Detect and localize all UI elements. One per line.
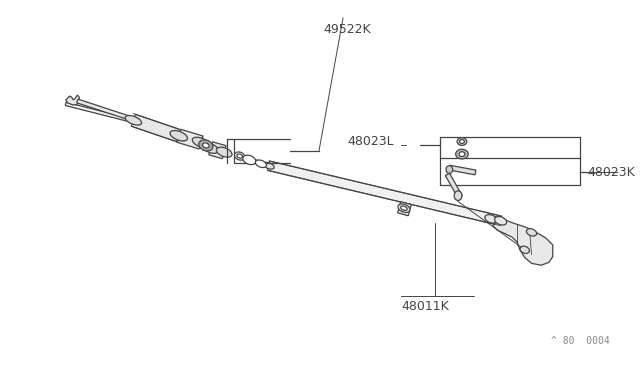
Ellipse shape (216, 147, 232, 157)
Polygon shape (449, 165, 476, 175)
Polygon shape (268, 161, 502, 225)
Ellipse shape (398, 204, 410, 212)
Ellipse shape (203, 143, 218, 153)
Ellipse shape (255, 160, 266, 167)
Text: 49522K: 49522K (324, 23, 371, 36)
Ellipse shape (234, 152, 245, 160)
Ellipse shape (125, 116, 141, 125)
Ellipse shape (459, 152, 465, 157)
Ellipse shape (401, 206, 407, 211)
Ellipse shape (456, 149, 468, 159)
Ellipse shape (170, 131, 188, 141)
Polygon shape (445, 173, 462, 198)
Ellipse shape (457, 138, 467, 145)
Polygon shape (209, 142, 226, 159)
Polygon shape (66, 95, 79, 105)
Ellipse shape (446, 166, 452, 173)
Ellipse shape (203, 143, 209, 148)
Ellipse shape (243, 155, 256, 165)
Ellipse shape (263, 162, 274, 169)
Ellipse shape (192, 137, 210, 148)
Text: 48023K: 48023K (588, 166, 636, 179)
Polygon shape (77, 99, 134, 121)
Ellipse shape (237, 154, 243, 158)
Ellipse shape (199, 140, 213, 151)
Text: 48023L: 48023L (348, 135, 394, 148)
Polygon shape (131, 114, 181, 142)
Ellipse shape (460, 140, 465, 144)
Polygon shape (493, 218, 553, 265)
Ellipse shape (495, 217, 507, 225)
Ellipse shape (170, 131, 187, 141)
Ellipse shape (520, 246, 529, 253)
Text: ^ 80  0004: ^ 80 0004 (551, 336, 609, 346)
Text: 48011K: 48011K (401, 300, 449, 313)
Ellipse shape (454, 191, 462, 201)
Polygon shape (249, 158, 269, 166)
Ellipse shape (485, 215, 497, 223)
Polygon shape (65, 102, 131, 122)
Polygon shape (177, 129, 203, 149)
Ellipse shape (527, 229, 536, 236)
Polygon shape (397, 202, 412, 216)
